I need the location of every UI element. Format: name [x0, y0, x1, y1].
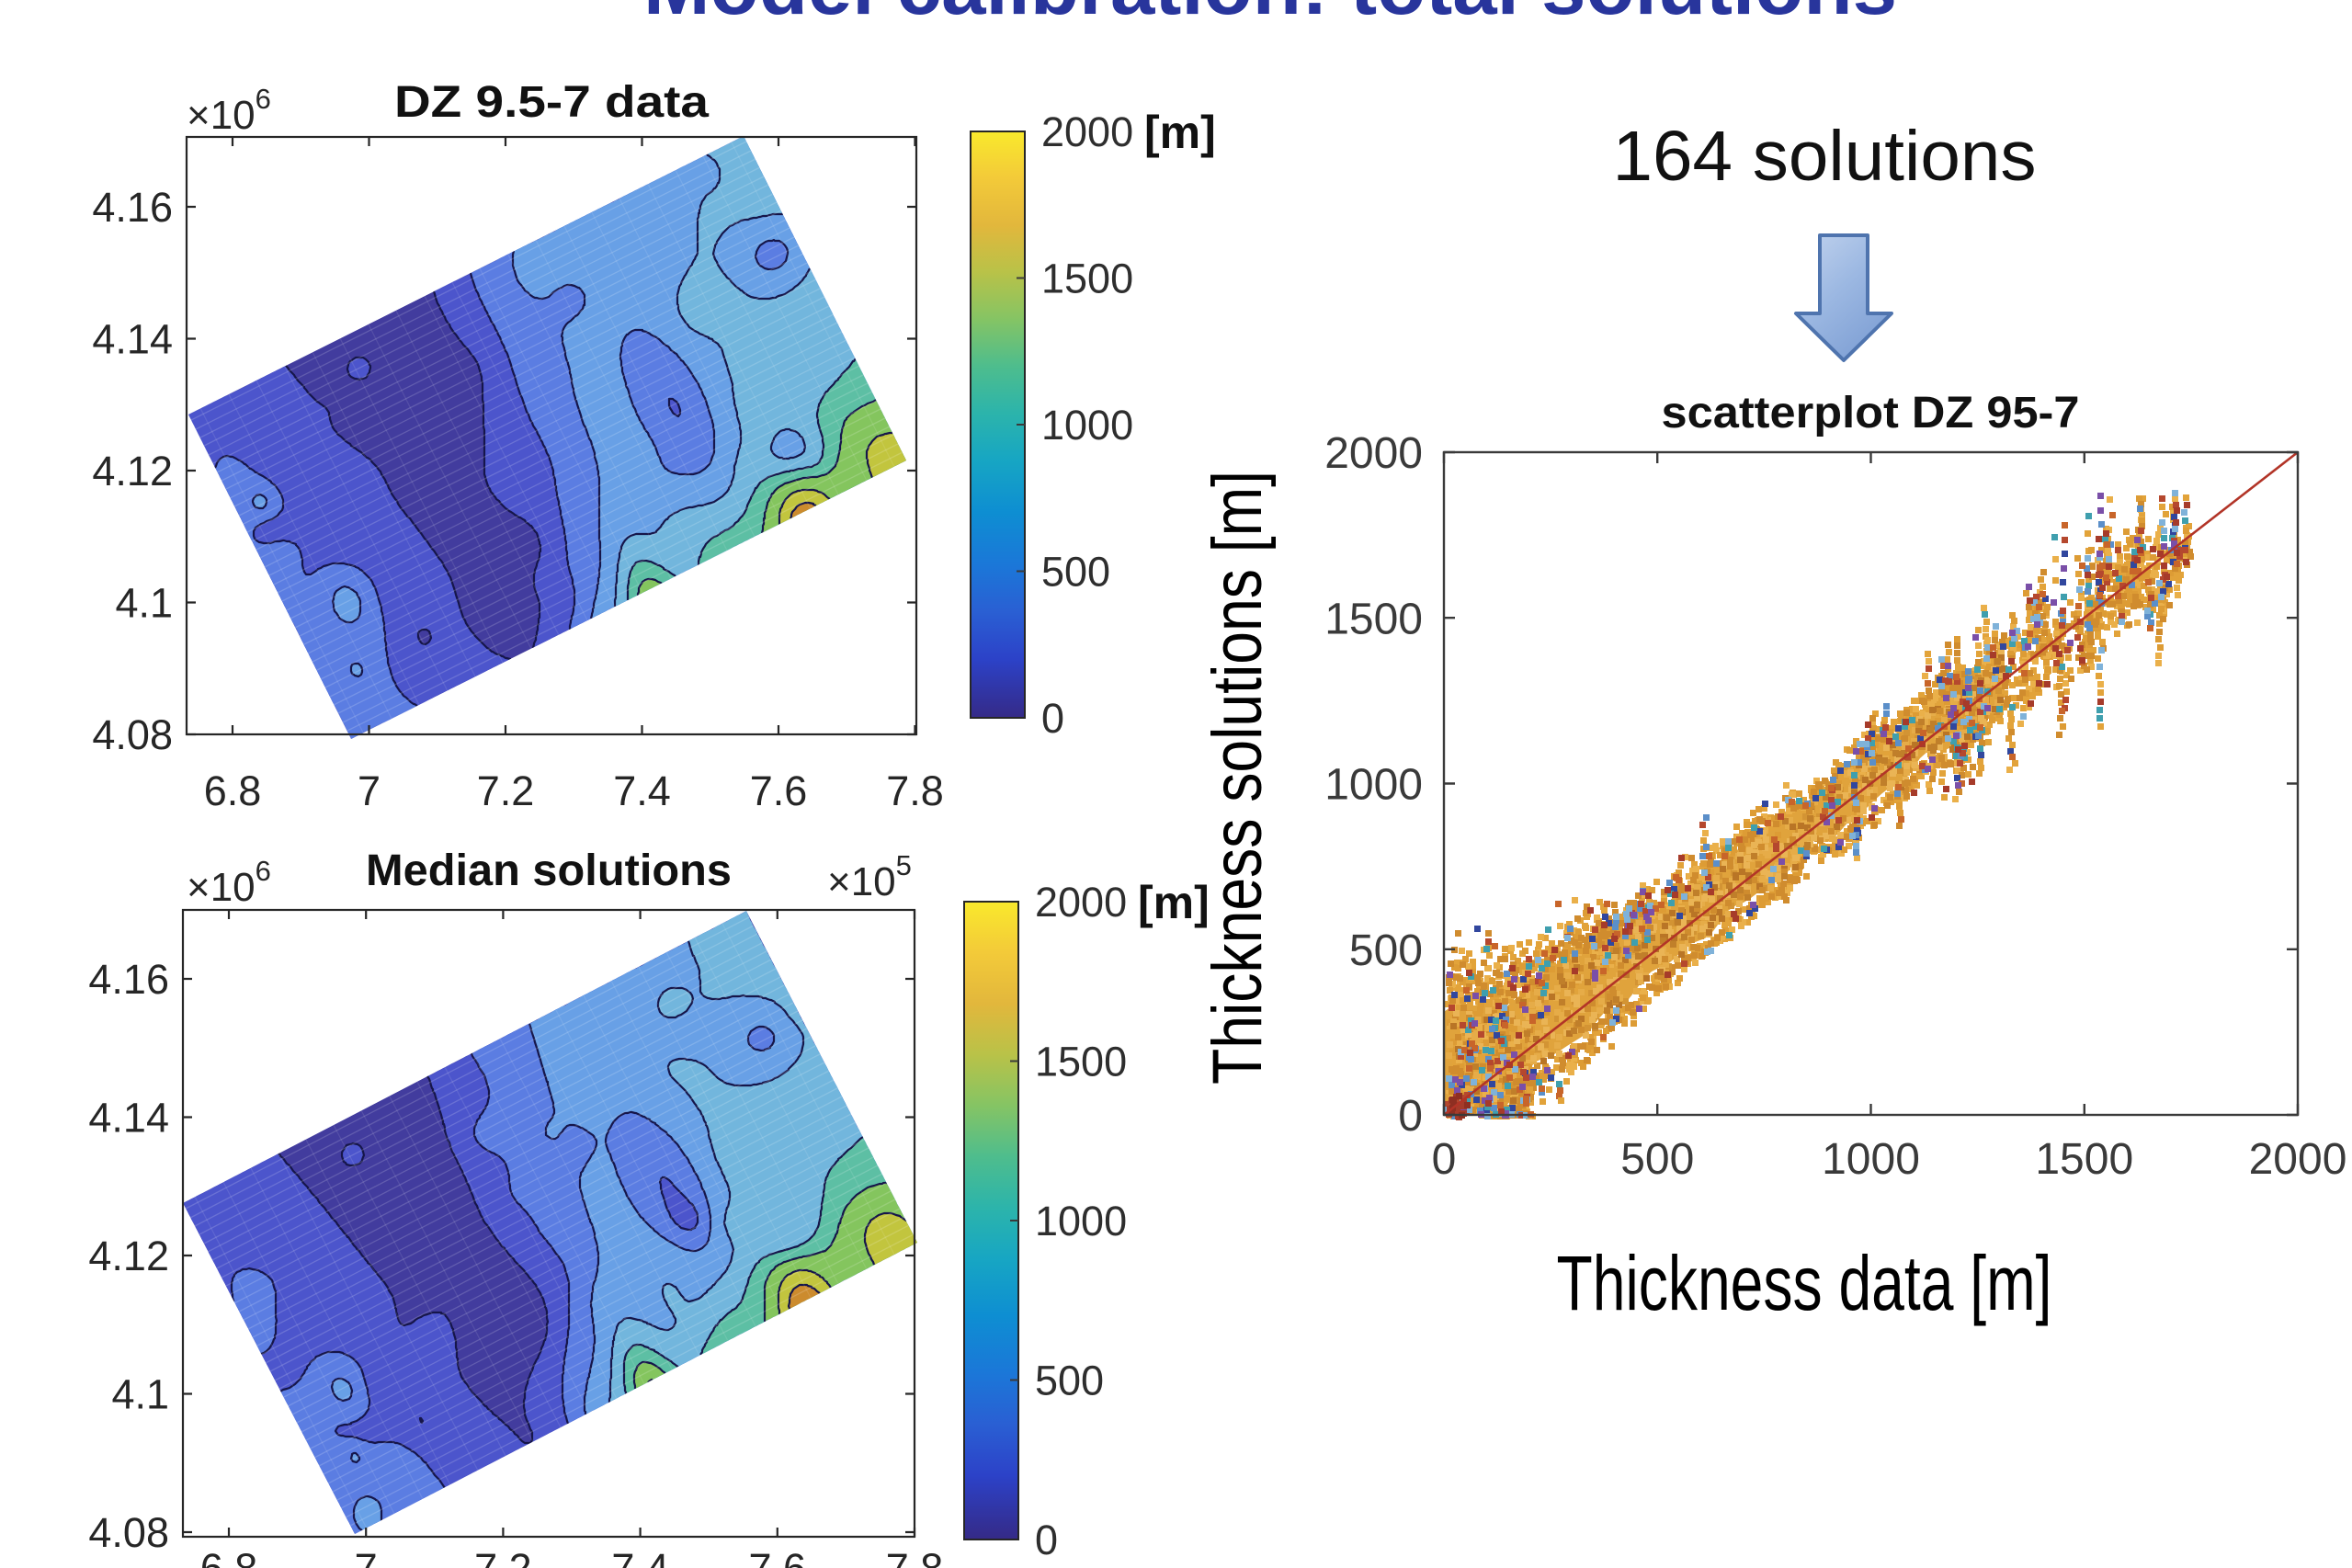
svg-text:×105: ×105 [827, 849, 912, 904]
svg-text:4.16: 4.16 [92, 184, 173, 231]
svg-text:×106: ×106 [187, 83, 271, 138]
svg-text:4.16: 4.16 [88, 956, 169, 1003]
svg-text:4.08: 4.08 [92, 711, 173, 758]
svg-text:1000: 1000 [1822, 1135, 1920, 1184]
svg-text:1500: 1500 [1035, 1039, 1127, 1085]
svg-text:Thickness data [m]: Thickness data [m] [1557, 1240, 2052, 1326]
svg-text:6.8: 6.8 [204, 767, 262, 814]
svg-text:1500: 1500 [1324, 595, 1423, 643]
svg-text:1000: 1000 [1324, 761, 1423, 810]
svg-text:7.2: 7.2 [477, 767, 535, 814]
svg-text:7.8: 7.8 [886, 1545, 944, 1568]
svg-text:Thickness solutions [m]: Thickness solutions [m] [1199, 471, 1277, 1085]
svg-text:2000: 2000 [1035, 879, 1127, 926]
svg-text:[m]: [m] [1144, 107, 1216, 158]
svg-text:2000: 2000 [2249, 1135, 2347, 1184]
svg-text:7: 7 [355, 1545, 378, 1568]
svg-text:DZ 9.5-7 data: DZ 9.5-7 data [394, 78, 709, 127]
svg-text:7.2: 7.2 [474, 1545, 532, 1568]
svg-text:7.6: 7.6 [750, 767, 808, 814]
svg-text:7.4: 7.4 [613, 767, 671, 814]
svg-text:4.12: 4.12 [92, 448, 173, 494]
svg-text:1000: 1000 [1035, 1198, 1127, 1244]
svg-text:Model calibration: total solut: Model calibration: total solutions [643, 0, 1897, 31]
svg-text:7.4: 7.4 [611, 1545, 669, 1568]
svg-text:0: 0 [1041, 695, 1064, 742]
svg-text:scatterplot DZ 95-7: scatterplot DZ 95-7 [1662, 389, 2080, 437]
svg-text:500: 500 [1620, 1135, 1694, 1184]
svg-text:1500: 1500 [2035, 1135, 2133, 1184]
svg-text:4.14: 4.14 [92, 316, 173, 363]
svg-text:1000: 1000 [1041, 402, 1133, 449]
svg-text:6.8: 6.8 [200, 1545, 258, 1568]
svg-text:4.14: 4.14 [88, 1095, 169, 1142]
svg-text:2000: 2000 [1324, 429, 1423, 478]
svg-text:0: 0 [1432, 1135, 1457, 1184]
svg-text:7: 7 [358, 767, 381, 814]
svg-text:1500: 1500 [1041, 256, 1133, 302]
svg-text:500: 500 [1349, 926, 1423, 975]
svg-text:×106: ×106 [187, 855, 271, 910]
svg-text:0: 0 [1398, 1092, 1423, 1141]
svg-text:7.6: 7.6 [749, 1545, 807, 1568]
svg-text:2000: 2000 [1041, 108, 1133, 155]
svg-text:500: 500 [1035, 1358, 1104, 1404]
svg-text:4.1: 4.1 [111, 1371, 169, 1418]
svg-text:4.12: 4.12 [88, 1233, 169, 1279]
svg-text:0: 0 [1035, 1517, 1058, 1563]
svg-text:164 solutions: 164 solutions [1613, 117, 2037, 196]
svg-text:500: 500 [1041, 549, 1110, 596]
svg-text:4.1: 4.1 [115, 580, 173, 627]
svg-text:Median solutions: Median solutions [366, 846, 732, 895]
svg-text:[m]: [m] [1138, 877, 1210, 928]
svg-text:4.08: 4.08 [88, 1509, 169, 1556]
svg-text:7.8: 7.8 [886, 767, 944, 814]
